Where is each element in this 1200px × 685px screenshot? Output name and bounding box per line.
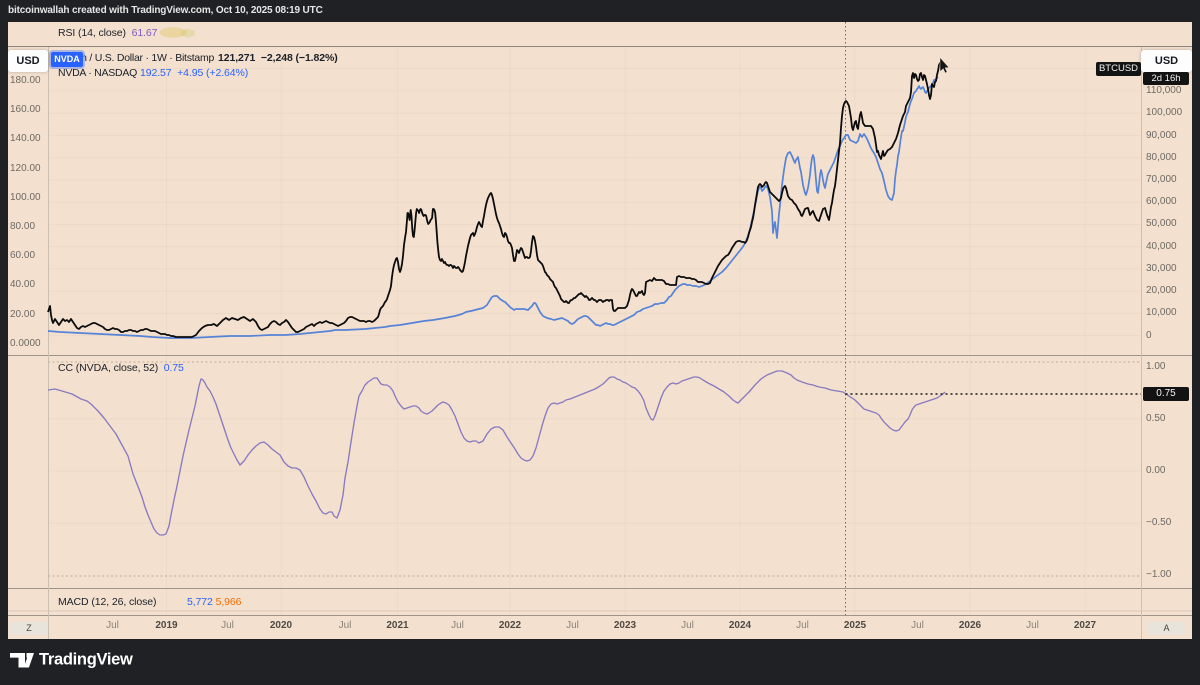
svg-text:TradingView: TradingView [39,651,133,669]
